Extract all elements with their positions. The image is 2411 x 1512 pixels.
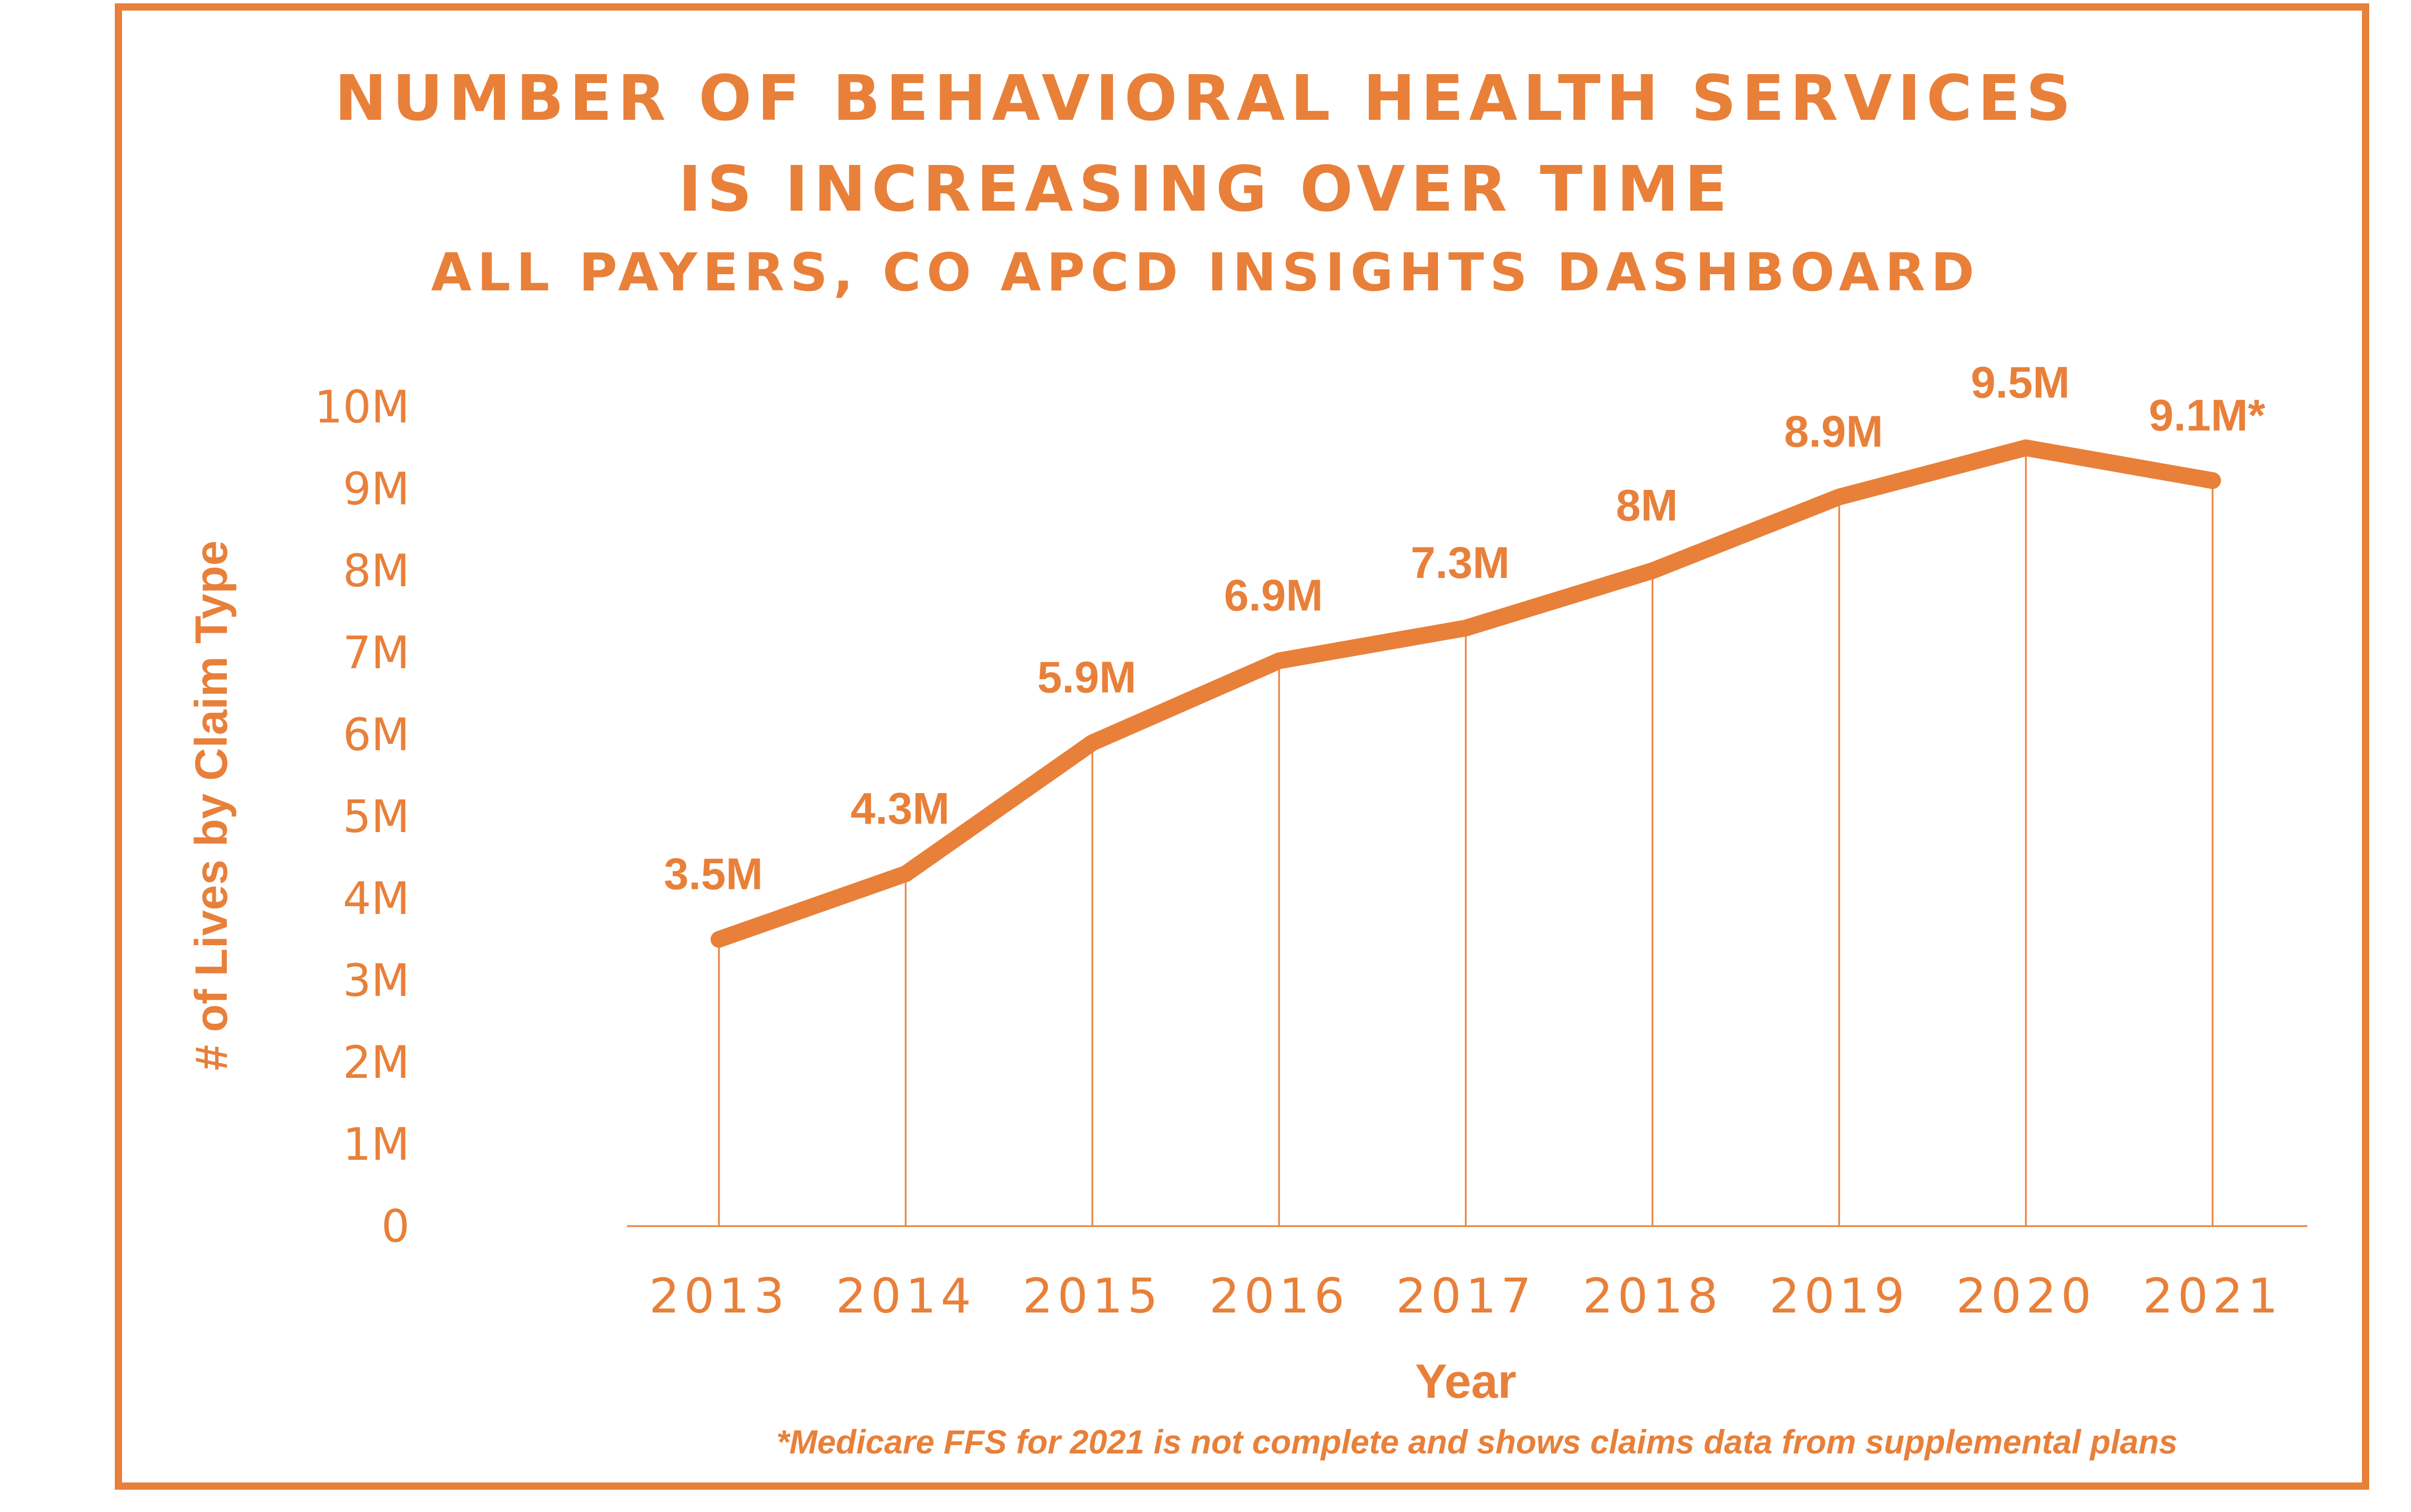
y-tick-label: 1M	[343, 1119, 410, 1170]
chart-title-line-2: IS INCREASING OVER TIME	[678, 153, 1733, 226]
y-tick-label: 7M	[343, 627, 410, 679]
x-tick-label: 2018	[1583, 1268, 1723, 1324]
x-tick-label: 2020	[1956, 1268, 2096, 1324]
data-label: 9.1M*	[2149, 390, 2266, 440]
y-tick-label: 4M	[343, 873, 410, 925]
x-tick-label: 2015	[1023, 1268, 1163, 1324]
data-label: 8M	[1616, 480, 1678, 530]
y-tick-label: 5M	[343, 791, 410, 843]
chart-subtitle: ALL PAYERS, CO APCD INSIGHTS DASHBOARD	[431, 242, 1980, 303]
data-label: 3.5M	[664, 849, 763, 899]
y-tick-label: 0	[381, 1200, 410, 1252]
y-tick-label: 9M	[343, 463, 410, 515]
y-tick-label: 10M	[314, 381, 410, 433]
data-point	[711, 931, 727, 948]
data-point	[2204, 472, 2221, 489]
data-label: 5.9M	[1037, 653, 1136, 702]
x-tick-label: 2014	[836, 1268, 976, 1324]
data-label: 6.9M	[1224, 571, 1323, 620]
data-label: 7.3M	[1411, 538, 1510, 587]
data-point	[897, 865, 914, 882]
footnote: *Medicare FFS for 2021 is not complete a…	[776, 1423, 2178, 1461]
y-tick-label: 6M	[343, 709, 410, 761]
data-point	[1831, 488, 1848, 505]
x-axis-label: Year	[1415, 1355, 1516, 1408]
chart-frame	[115, 3, 2369, 1490]
x-tick-label: 2013	[649, 1268, 789, 1324]
y-axis-label: # of Lives by Claim Type	[186, 540, 237, 1071]
data-point	[1084, 734, 1101, 751]
y-tick-label: 2M	[343, 1037, 410, 1088]
data-point	[1644, 562, 1661, 579]
data-label: 9.5M	[1971, 358, 2070, 407]
data-point	[2018, 439, 2034, 456]
x-tick-label: 2021	[2143, 1268, 2283, 1324]
chart-title: NUMBER OF BEHAVIORAL HEALTH SERVICES	[334, 62, 2077, 135]
x-tick-label: 2019	[1770, 1268, 1909, 1324]
y-tick-label: 3M	[343, 955, 410, 1007]
y-tick-label: 8M	[343, 545, 410, 597]
data-label: 4.3M	[850, 784, 950, 833]
data-point	[1271, 652, 1287, 669]
x-tick-label: 2016	[1209, 1268, 1349, 1324]
data-point	[1457, 619, 1474, 636]
data-label: 8.9M	[1784, 407, 1883, 456]
x-tick-label: 2017	[1396, 1268, 1536, 1324]
